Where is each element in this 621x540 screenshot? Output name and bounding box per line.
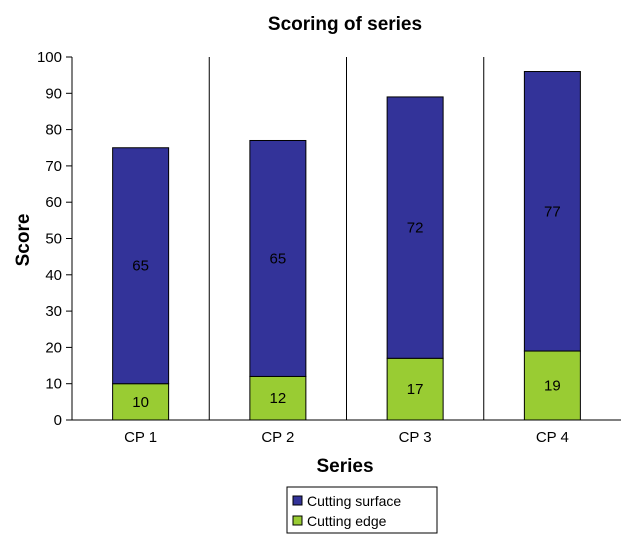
y-tick-label: 60 bbox=[45, 194, 62, 211]
x-axis-title: Series bbox=[316, 456, 373, 477]
y-tick-label: 90 bbox=[45, 85, 62, 102]
chart-title: Scoring of series bbox=[268, 14, 422, 35]
x-tick-label: CP 1 bbox=[124, 429, 157, 446]
plot-area: 0 10 20 30 40 50 60 70 80 90 100 10 65 CP 1 12 65 CP 2 17… bbox=[37, 49, 621, 446]
data-label: 65 bbox=[270, 250, 287, 267]
y-tick-label: 80 bbox=[45, 122, 62, 139]
y-tick-label: 30 bbox=[45, 303, 62, 320]
y-axis-title: Score bbox=[13, 214, 34, 267]
bar-segment-cutting-edge bbox=[249, 375, 307, 421]
bar-segment-cutting-edge bbox=[386, 357, 444, 421]
data-label: 65 bbox=[132, 258, 149, 275]
y-tick-label: 40 bbox=[45, 267, 62, 284]
y-tick-label: 10 bbox=[45, 376, 62, 393]
legend-label-cutting-edge: Cutting edge bbox=[307, 513, 387, 529]
bar-segment-cutting-surface bbox=[386, 96, 444, 359]
bar-segment-cutting-surface bbox=[523, 71, 581, 352]
x-tick-label: CP 4 bbox=[536, 429, 569, 446]
x-tick-label: CP 3 bbox=[399, 429, 432, 446]
x-tick-label: CP 2 bbox=[261, 429, 294, 446]
data-label: 17 bbox=[407, 381, 424, 398]
data-label: 10 bbox=[132, 394, 149, 411]
data-label: 19 bbox=[544, 378, 561, 395]
legend-box bbox=[286, 486, 438, 534]
bar-segment-cutting-surface bbox=[112, 147, 170, 385]
data-label: 72 bbox=[407, 220, 424, 237]
y-tick-label: 100 bbox=[37, 49, 62, 66]
y-tick-label: 20 bbox=[45, 339, 62, 356]
y-tick-label: 50 bbox=[45, 231, 62, 248]
data-label: 12 bbox=[270, 390, 287, 407]
bar-segment-cutting-edge bbox=[112, 383, 170, 421]
y-tick-label: 70 bbox=[45, 158, 62, 175]
legend-swatch-cutting-edge bbox=[292, 515, 303, 526]
legend: Cutting surface Cutting edge bbox=[286, 486, 438, 534]
y-tick-label: 0 bbox=[54, 412, 62, 429]
legend-label-cutting-surface: Cutting surface bbox=[307, 493, 401, 509]
legend-swatch-cutting-surface bbox=[292, 495, 303, 506]
bar-segment-cutting-surface bbox=[249, 139, 307, 377]
data-label: 77 bbox=[544, 203, 561, 220]
